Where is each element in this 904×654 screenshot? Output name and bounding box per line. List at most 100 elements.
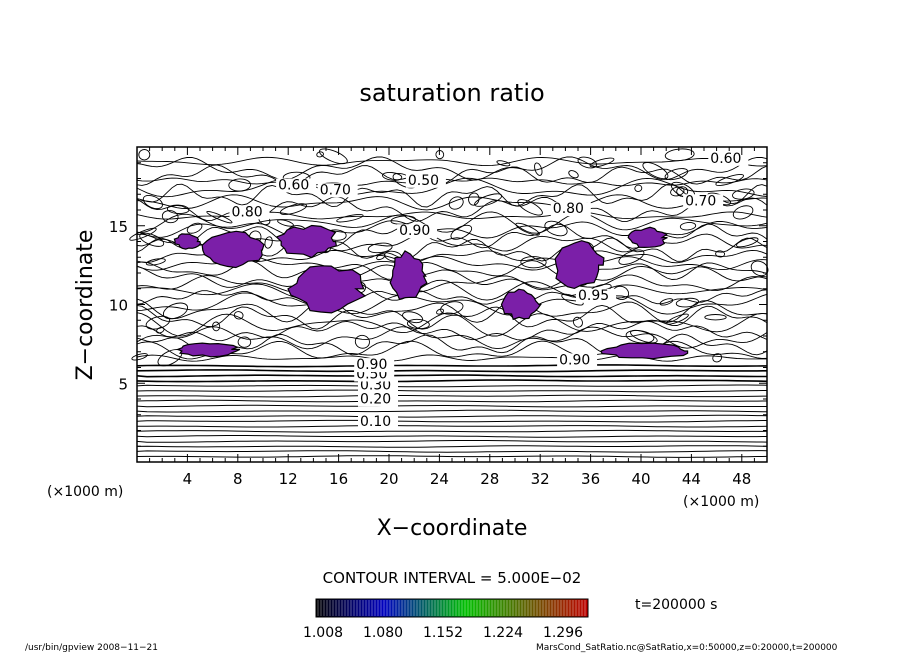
contour-loop xyxy=(161,210,179,224)
colorbar-tick-labels: 1.008 1.080 1.152 1.224 1.296 xyxy=(303,625,583,641)
contour-loop xyxy=(129,227,157,241)
contour-loop xyxy=(131,353,148,361)
contour-loop xyxy=(670,186,685,197)
time-label: t=200000 s xyxy=(635,597,717,613)
contour-line xyxy=(136,399,768,403)
contour-loop xyxy=(156,326,165,334)
contour-line xyxy=(136,156,768,167)
contour-loop xyxy=(732,188,755,200)
contour-line xyxy=(136,404,767,408)
contour-loop xyxy=(642,162,669,180)
contour-label: 0.60 xyxy=(710,151,741,167)
contour-line xyxy=(137,211,768,234)
contour-line xyxy=(136,419,768,423)
x-tick-label: 24 xyxy=(430,470,449,488)
contour-label-bg xyxy=(576,288,616,303)
contour-line xyxy=(136,320,768,342)
contour-label-bg xyxy=(358,378,398,393)
contour-loop xyxy=(390,215,416,225)
supersaturated-regions xyxy=(173,224,689,360)
contour-loop xyxy=(206,211,233,224)
contour-label: 0.90 xyxy=(399,223,430,239)
contour-label: 0.60 xyxy=(278,178,309,194)
x-tick-label: 16 xyxy=(329,470,348,488)
contour-line xyxy=(136,374,767,378)
contour-line xyxy=(136,445,768,448)
x-tick-label: 48 xyxy=(732,470,751,488)
contour-label: 0.80 xyxy=(232,204,263,220)
contour-loop xyxy=(382,171,403,181)
upper-contours xyxy=(129,148,769,367)
contour-label: 0.20 xyxy=(360,392,391,408)
contour-line xyxy=(136,384,768,388)
contour-loop xyxy=(138,149,151,161)
contour-line xyxy=(136,274,768,293)
contour-line xyxy=(136,455,768,458)
contour-label-bg xyxy=(550,202,591,217)
contour-label-bg xyxy=(317,183,358,198)
contour-loop xyxy=(534,162,543,176)
contour-loop xyxy=(166,204,190,214)
y-tick-labels: 5 10 15 xyxy=(109,218,128,394)
contour-loop xyxy=(142,194,163,210)
contour-line xyxy=(136,292,768,316)
contour-loop xyxy=(572,316,583,328)
supersaturated-region xyxy=(287,265,367,314)
y-tick-label: 15 xyxy=(109,218,128,236)
x-tick-label: 44 xyxy=(682,470,701,488)
colorbar xyxy=(315,598,589,618)
contour-loop xyxy=(712,353,723,363)
x-axis-unit: (×1000 m) xyxy=(683,494,759,510)
contour-line xyxy=(136,298,767,323)
contour-label-bg xyxy=(557,353,598,368)
contour-loop xyxy=(664,168,689,181)
supersaturated-region xyxy=(201,230,265,269)
contour-loop xyxy=(577,156,598,169)
contour-interval: CONTOUR INTERVAL = 5.000E−02 xyxy=(323,569,582,587)
supersaturated-region xyxy=(173,233,202,250)
contour-label: 0.80 xyxy=(553,201,584,217)
contour-label: 0.30 xyxy=(360,378,391,394)
contour-label: 0.95 xyxy=(578,288,609,304)
contour-line xyxy=(136,354,767,362)
contour-loop xyxy=(145,258,166,266)
contour-loop xyxy=(589,157,615,168)
contour-loop xyxy=(676,186,689,197)
plot-area: 0.100.200.300.500.900.60 0.700.500.800.90… xyxy=(129,146,769,463)
contour-loop xyxy=(354,334,370,349)
contour-line xyxy=(136,156,768,181)
contour-loop xyxy=(186,222,203,234)
contour-line xyxy=(136,364,768,368)
contour-line xyxy=(137,425,768,428)
contour-line xyxy=(136,440,768,443)
contour-loop xyxy=(474,193,503,207)
contour-label-bg xyxy=(354,358,395,373)
contour-labels: 0.100.200.300.500.900.60 0.700.500.800.90… xyxy=(229,151,749,430)
y-tick-label: 5 xyxy=(118,375,128,393)
contour-loop xyxy=(496,160,511,167)
contour-loop xyxy=(376,253,386,261)
contour-label-bg xyxy=(397,224,438,239)
contour-label-bg xyxy=(358,414,398,429)
contour-line xyxy=(136,304,768,330)
contour-line xyxy=(136,183,768,208)
x-tick-labels: 4 8 12 16 20 24 28 32 36 40 44 48 xyxy=(183,470,752,488)
contour-loop xyxy=(233,311,244,320)
contour-loop xyxy=(468,192,480,206)
supersaturated-region xyxy=(176,342,241,358)
contour-label-bg xyxy=(683,194,724,209)
contour-line xyxy=(136,409,768,413)
plot-frame xyxy=(136,146,768,463)
contour-loop xyxy=(139,232,165,247)
x-tick-label: 40 xyxy=(631,470,650,488)
x-tick-label: 36 xyxy=(581,470,600,488)
contour-loop xyxy=(715,250,726,258)
contour-label-bg xyxy=(229,205,270,220)
contour-label: 0.90 xyxy=(559,352,590,368)
contour-loop xyxy=(277,219,294,227)
x-tick-label: 4 xyxy=(183,470,193,488)
contour-loop xyxy=(618,249,645,265)
contour-line xyxy=(136,429,768,433)
y-tick-label: 10 xyxy=(109,297,128,315)
